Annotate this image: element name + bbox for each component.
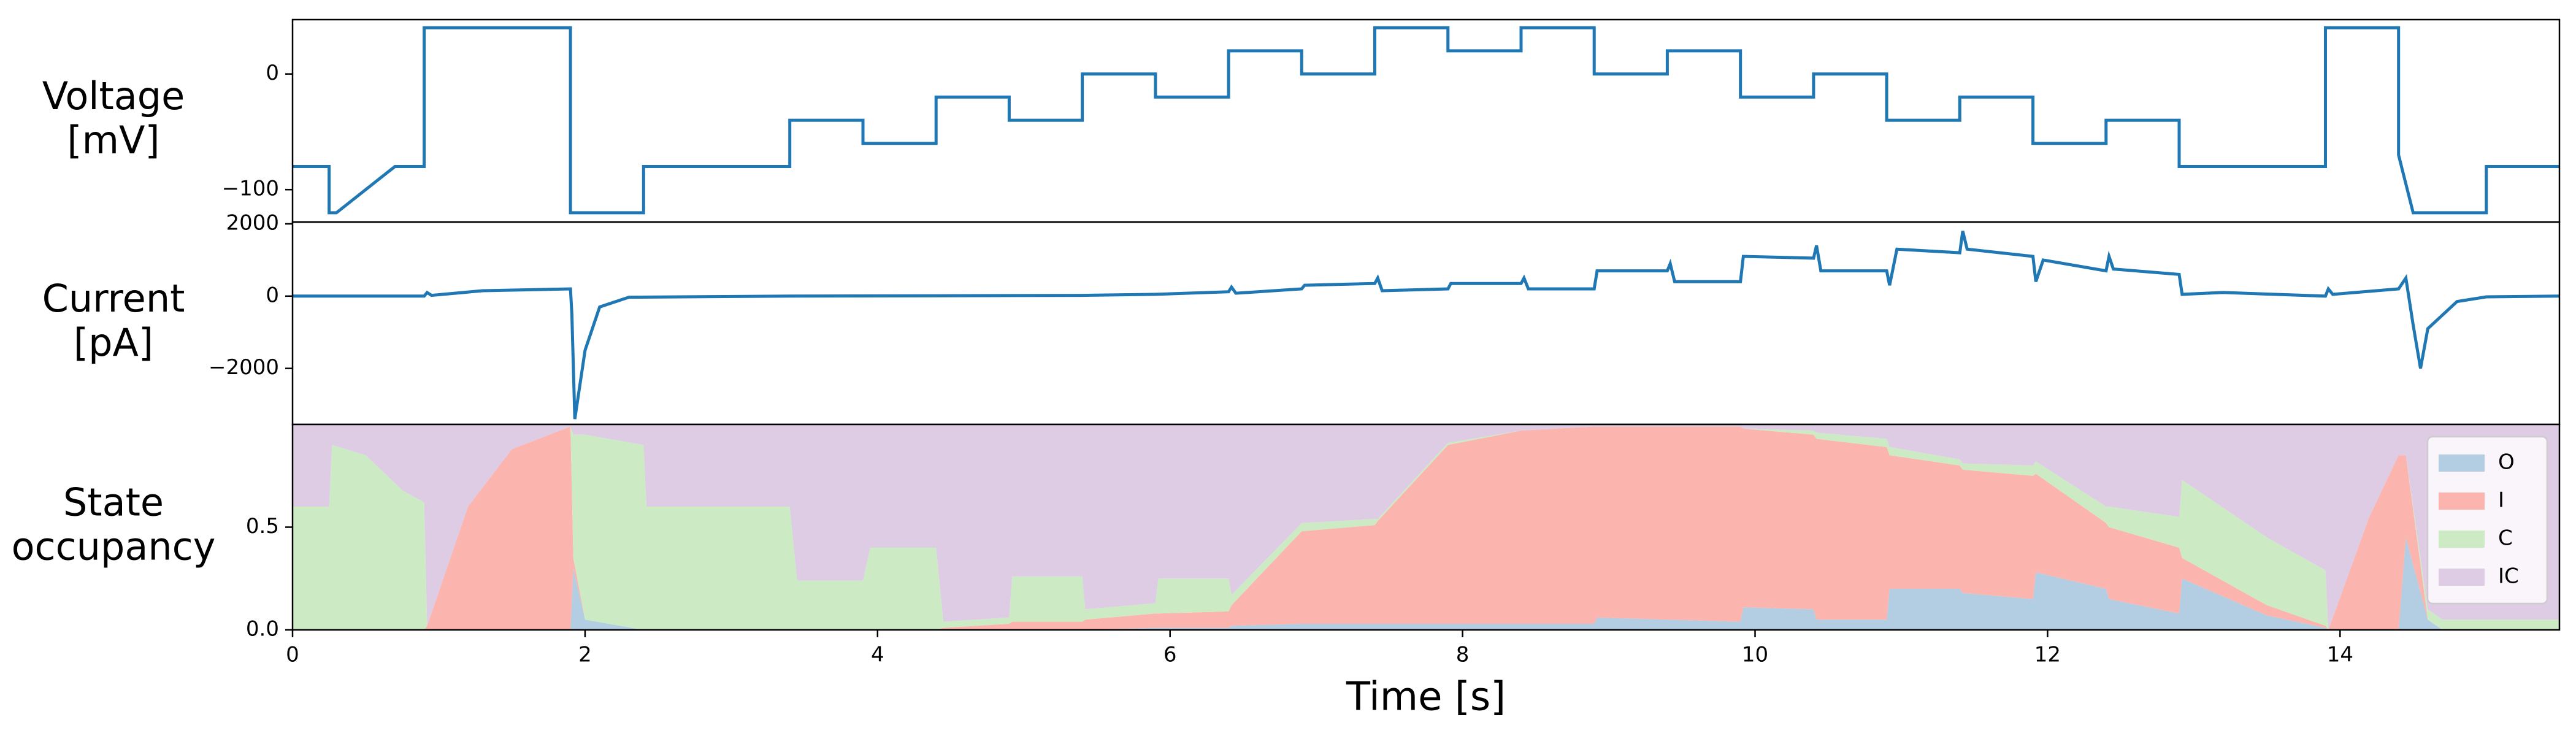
data-line <box>293 26 2559 215</box>
legend-label: I <box>2498 488 2504 513</box>
y-axis-label: State <box>63 480 164 525</box>
y-axis-label: Voltage <box>42 74 185 118</box>
y-tick-label: 0 <box>266 283 279 307</box>
axes-frame <box>291 221 2561 426</box>
legend-label: C <box>2498 526 2513 551</box>
x-tick-label: 10 <box>1742 643 1768 667</box>
x-tick-label: 14 <box>2327 643 2353 667</box>
y-tick-label: −2000 <box>209 355 279 380</box>
panel: −2000 0 2000 Current[pA] <box>42 210 2561 426</box>
x-tick-label: 2 <box>578 643 592 667</box>
y-axis-label: [mV] <box>67 118 159 163</box>
y-tick-label: −100 <box>222 177 279 201</box>
x-tick-label: 12 <box>2034 643 2061 667</box>
y-axis-label: Current <box>42 276 185 321</box>
stack-area <box>293 537 2559 630</box>
data-line <box>293 231 2560 420</box>
legend-label: O <box>2498 450 2515 475</box>
stack-area <box>293 426 2559 630</box>
x-tick-label: 6 <box>1163 643 1177 667</box>
legend-box <box>2426 435 2548 605</box>
axes-frame <box>291 18 2561 223</box>
x-axis-label: Time [s] <box>1346 675 1506 720</box>
y-axis-label: occupancy <box>12 524 216 569</box>
y-tick-label: 0.0 <box>246 617 279 642</box>
legend-label: IC <box>2498 564 2519 589</box>
legend-swatch <box>2439 531 2485 548</box>
y-tick-label: 2000 <box>226 210 279 235</box>
legend-swatch <box>2439 493 2485 510</box>
x-tick-label: 8 <box>1456 643 1470 667</box>
stack-area <box>293 424 2559 630</box>
legend-swatch <box>2439 569 2485 586</box>
y-axis-label: [pA] <box>74 320 153 365</box>
panel: −100 0 Voltage[mV] <box>42 18 2561 223</box>
legend-swatch <box>2439 454 2485 472</box>
y-tick-label: 0 <box>266 61 279 85</box>
stack-area <box>293 426 2559 630</box>
x-tick-label: 4 <box>871 643 884 667</box>
y-tick-label: 0.5 <box>246 514 279 539</box>
x-tick-label: 0 <box>286 643 299 667</box>
